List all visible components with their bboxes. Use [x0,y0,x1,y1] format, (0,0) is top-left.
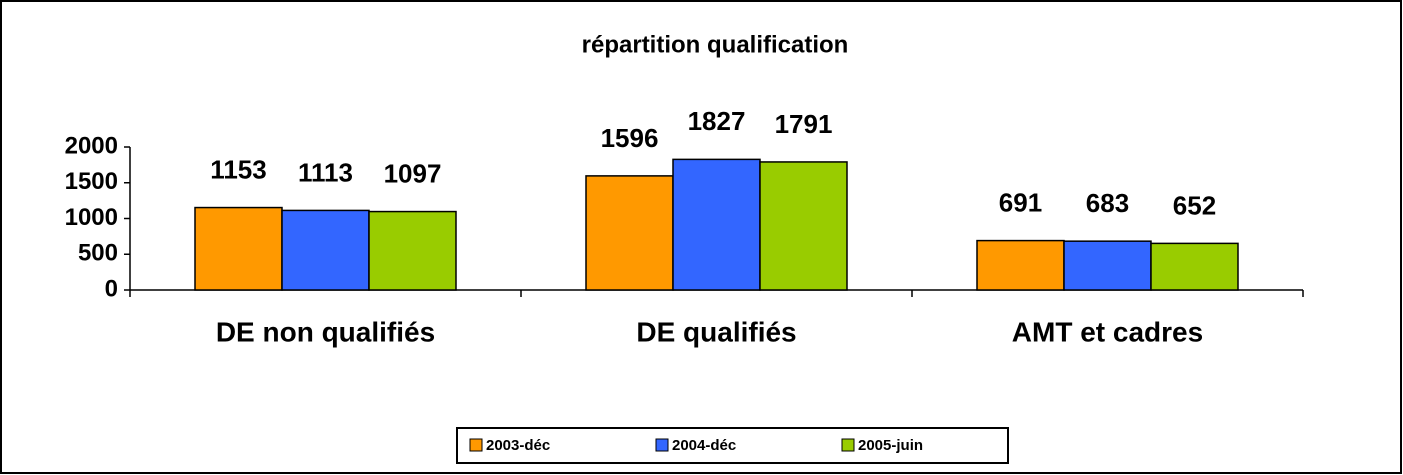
bar [672,158,761,291]
legend-swatch [841,438,855,452]
bar [976,239,1065,291]
y-tick-label: 1000 [65,204,118,231]
chart-title: répartition qualification [582,31,849,58]
data-label: 1596 [601,123,659,153]
legend-label: 2004-déc [672,437,736,454]
x-tick-label: DE non qualifiés [216,316,435,347]
bar [1063,240,1152,291]
y-tick-label: 0 [105,275,118,302]
data-label: 1097 [384,158,442,188]
legend-swatch [469,438,483,452]
data-label: 683 [1086,188,1129,218]
y-tick-label: 1500 [65,168,118,195]
x-tick-label: AMT et cadres [1012,316,1203,347]
data-label: 652 [1173,190,1216,220]
data-label: 691 [999,187,1042,217]
legend-swatch [655,438,669,452]
y-tick-label: 2000 [65,132,118,159]
bar [194,206,283,291]
bar [1150,242,1239,291]
data-label: 1827 [688,106,746,136]
data-label: 1153 [210,154,266,184]
legend-label: 2003-déc [486,437,550,454]
bar [585,175,674,291]
bar [281,209,370,291]
bar [368,210,457,291]
data-label: 1791 [775,109,833,139]
x-tick-label: DE qualifiés [636,316,796,347]
legend-label: 2005-juin [858,437,923,454]
y-tick-label: 500 [78,240,118,267]
legend-box [456,427,1009,464]
bar [759,161,848,291]
data-label: 1113 [298,157,353,187]
